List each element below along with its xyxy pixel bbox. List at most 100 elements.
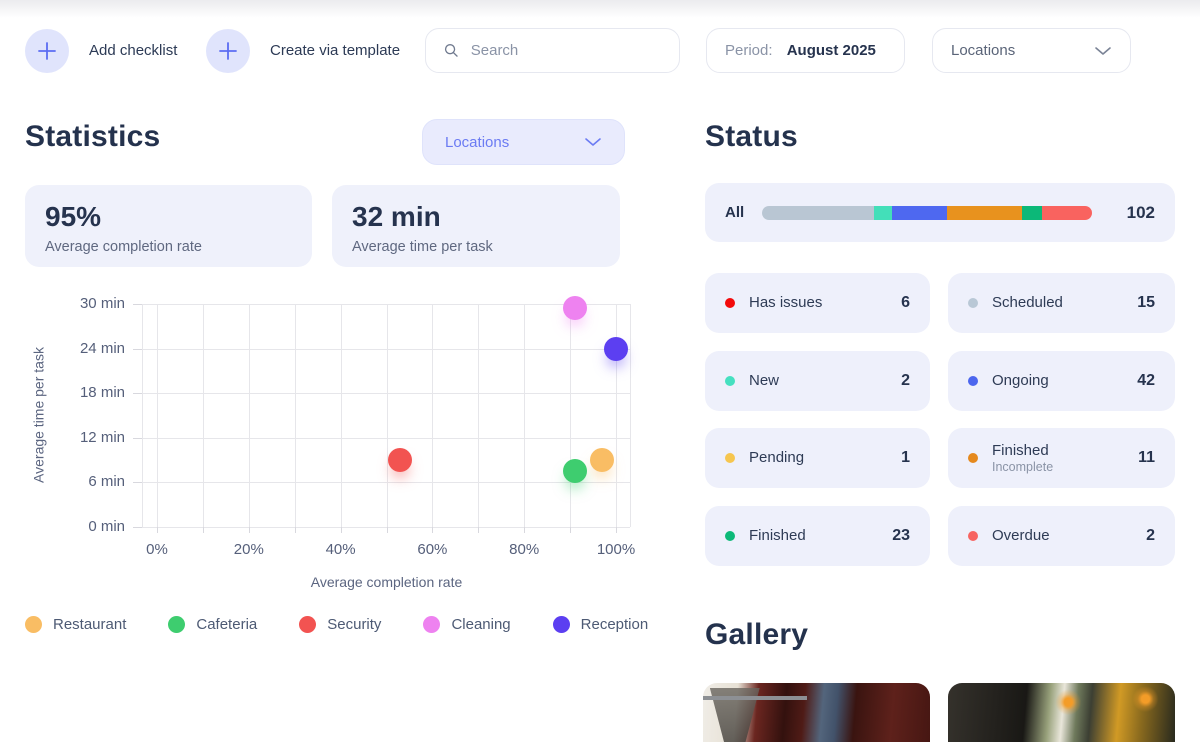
bar-segment (891, 205, 947, 220)
search-input[interactable] (468, 41, 661, 60)
period-label: Period: (725, 42, 777, 59)
x-tick-mark (524, 527, 526, 533)
status-label: Ongoing (992, 372, 1049, 389)
status-count: 6 (901, 294, 910, 311)
x-axis-title: Average completion rate (310, 574, 463, 590)
status-all-count: 102 (1126, 202, 1155, 222)
status-card-finished[interactable]: Finished 23 (705, 506, 930, 566)
status-text: Has issues (749, 294, 822, 312)
x-gridline (478, 304, 480, 527)
statistics-locations-label: Locations (445, 133, 510, 151)
status-label: Finished (992, 442, 1049, 459)
data-point-cleaning (562, 295, 587, 320)
x-tick-mark (432, 527, 434, 533)
bar-segment (762, 205, 874, 220)
data-point-security (388, 448, 413, 473)
statistics-title: Statistics (25, 120, 161, 153)
y-tick-label: 24 min (79, 339, 125, 357)
x-gridline (248, 304, 250, 527)
period-value: August 2025 (786, 42, 876, 59)
gallery-photo-restaurant[interactable] (703, 683, 930, 742)
status-dot-icon (725, 453, 735, 463)
y-gridline (142, 393, 630, 395)
x-tick-label: 40% (325, 541, 356, 558)
bar-segment (873, 205, 892, 220)
create-via-template-label: Create via template (270, 42, 401, 59)
status-label: Overdue (992, 527, 1050, 544)
status-all-card[interactable]: All 102 (705, 183, 1175, 242)
status-count: 2 (1146, 527, 1155, 544)
x-tick-mark (340, 527, 342, 533)
status-label: Has issues (749, 294, 823, 311)
chevron-down-icon (1095, 46, 1111, 55)
x-tick-label: 80% (509, 541, 540, 558)
status-card-scheduled[interactable]: Scheduled 15 (948, 273, 1175, 333)
x-tick-mark (294, 527, 296, 533)
locations-dropdown[interactable]: Locations (932, 28, 1131, 73)
status-dot-icon (968, 376, 978, 386)
period-selector[interactable]: Period: August 2025 (706, 28, 905, 73)
x-tick-label: 20% (233, 541, 264, 558)
status-text: Scheduled (992, 294, 1063, 312)
x-gridline (570, 304, 572, 527)
x-gridline (524, 304, 526, 527)
status-count: 42 (1137, 372, 1155, 389)
gallery-photo-interior[interactable] (948, 683, 1175, 742)
add-checklist-button[interactable]: Add checklist (25, 28, 177, 73)
status-card-ongoing[interactable]: Ongoing 42 (948, 351, 1175, 411)
legend-label: Reception (580, 616, 649, 633)
legend-label: Cleaning (451, 616, 511, 633)
status-card-new[interactable]: New 2 (705, 351, 930, 411)
x-gridline (157, 304, 158, 527)
legend-dot-icon (168, 616, 186, 633)
status-dot-icon (725, 531, 735, 541)
status-label: New (749, 372, 780, 389)
x-gridline (202, 304, 204, 527)
status-text: Finished Incomplete (992, 442, 1053, 474)
legend-item-security: Security (299, 616, 381, 633)
chart-legend: Restaurant Cafeteria Security Cleaning Recep… (25, 616, 648, 633)
status-dot-icon (968, 453, 978, 463)
status-card-has-issues[interactable]: Has issues 6 (705, 273, 930, 333)
status-count: 2 (901, 372, 910, 389)
create-via-template-button[interactable]: Create via template (206, 28, 400, 73)
x-gridline (616, 304, 617, 527)
completion-rate-value: 95% (45, 201, 102, 232)
status-card-overdue[interactable]: Overdue 2 (948, 506, 1175, 566)
x-tick-mark (386, 527, 388, 533)
status-sublabel: Incomplete (992, 460, 1054, 474)
x-tick-label: 100% (596, 541, 636, 558)
status-text: Pending (749, 449, 804, 467)
x-gridline (340, 304, 342, 527)
y-tick-label: 12 min (79, 428, 125, 446)
status-card-pending[interactable]: Pending 1 (705, 428, 930, 488)
search-box[interactable] (425, 28, 680, 73)
status-count: 23 (892, 527, 910, 544)
status-card-finished[interactable]: Finished Incomplete 11 (948, 428, 1175, 488)
status-text: Ongoing (992, 372, 1049, 390)
x-tick-mark (616, 527, 617, 533)
x-tick-mark (202, 527, 204, 533)
x-gridline (294, 304, 296, 527)
x-tick-mark (478, 527, 480, 533)
status-label: Finished (749, 527, 806, 544)
plus-icon[interactable] (25, 28, 69, 73)
y-tick-mark (133, 482, 142, 484)
statistics-locations-filter[interactable]: Locations (422, 119, 625, 165)
status-dot-icon (968, 531, 978, 541)
status-count: 1 (901, 449, 910, 466)
status-dot-icon (968, 298, 978, 308)
plus-icon[interactable] (206, 28, 250, 73)
legend-dot-icon (552, 616, 570, 633)
data-point-restaurant (590, 448, 615, 473)
status-text: Finished (749, 527, 806, 545)
legend-dot-icon (25, 616, 42, 633)
legend-dot-icon (299, 616, 317, 633)
y-tick-label: 18 min (79, 384, 125, 402)
time-per-task-value: 32 min (352, 201, 441, 232)
bar-segment (1041, 205, 1093, 220)
status-distribution-bar (762, 205, 1093, 220)
y-tick-label: 30 min (79, 295, 125, 312)
x-gridline (386, 304, 388, 527)
status-dot-icon (725, 298, 735, 308)
